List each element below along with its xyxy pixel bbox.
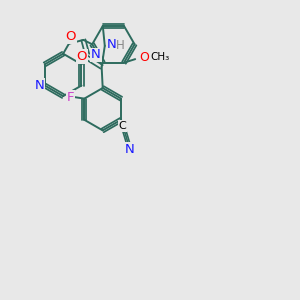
Text: O: O xyxy=(139,51,149,64)
Text: O: O xyxy=(65,31,76,44)
Text: O: O xyxy=(76,50,87,63)
Text: N: N xyxy=(125,143,135,156)
Text: N: N xyxy=(34,79,44,92)
Text: N: N xyxy=(91,49,101,62)
Text: CH₃: CH₃ xyxy=(150,52,169,62)
Text: N: N xyxy=(107,38,117,51)
Text: C: C xyxy=(118,121,126,131)
Text: F: F xyxy=(67,91,74,103)
Text: H: H xyxy=(116,39,124,52)
